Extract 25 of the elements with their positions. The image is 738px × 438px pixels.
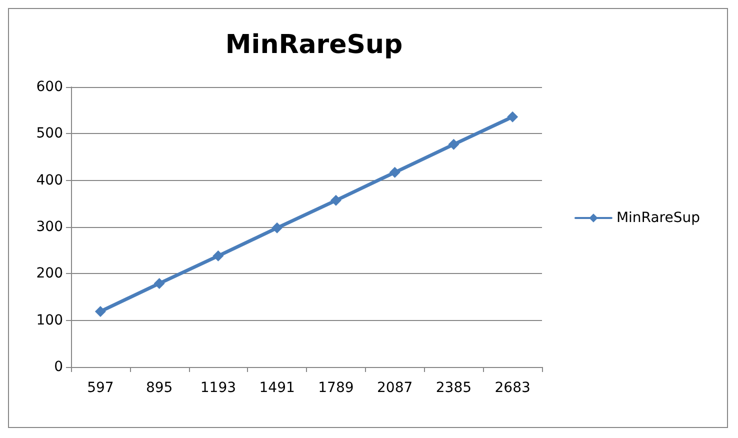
point	[212, 250, 224, 262]
point	[389, 166, 400, 178]
x-tick-label: 2683	[494, 380, 530, 396]
x-tick-label: 2087	[376, 380, 413, 396]
x-tick-label: 597	[87, 380, 114, 396]
point	[448, 138, 460, 150]
y-tick-label: 100	[36, 312, 63, 328]
y-tick-label: 200	[36, 266, 63, 282]
x-tick-label: 1491	[259, 380, 295, 396]
point	[507, 111, 518, 122]
y-tick-label: 500	[36, 126, 63, 142]
y-tick-label: 600	[36, 79, 63, 95]
point	[272, 222, 283, 234]
y-tick-label: 300	[36, 219, 63, 235]
x-tick-label: 1193	[200, 380, 236, 396]
point	[94, 306, 106, 317]
x-tick-label: 895	[146, 380, 173, 396]
point	[330, 194, 342, 206]
x-tick-label: 1789	[318, 380, 354, 396]
point	[154, 278, 165, 289]
legend-label: MinRareSup	[616, 210, 700, 226]
x-tick-label: 2385	[436, 380, 472, 396]
y-tick-label: 0	[54, 359, 63, 375]
chart-title: MinRareSup	[225, 30, 403, 60]
y-tick-label: 400	[36, 172, 63, 188]
